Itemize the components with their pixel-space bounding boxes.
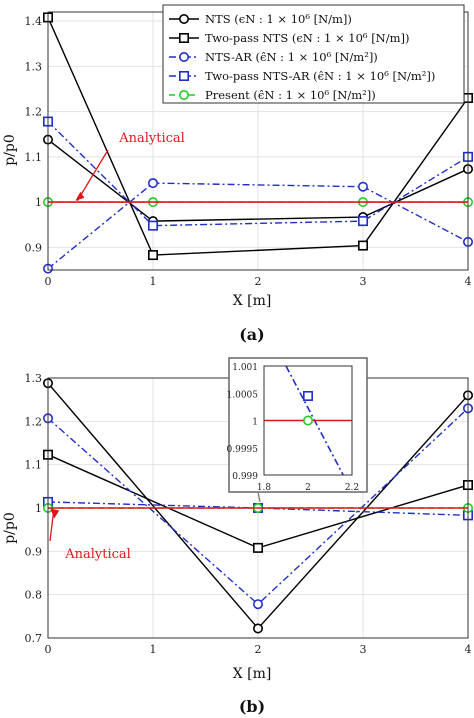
y-tick-label: 1.4 xyxy=(25,15,43,28)
y-tick-label: 0.9 xyxy=(25,545,43,558)
series-3-point xyxy=(357,216,368,227)
series-2-line xyxy=(47,182,469,270)
x-tick-label: 0 xyxy=(45,643,52,656)
y-tick-label: 0.9995 xyxy=(227,445,259,455)
y-tick-label: 1.3 xyxy=(25,60,43,73)
x-tick-label: 3 xyxy=(360,275,367,288)
x-tick-label: 1 xyxy=(150,275,157,288)
y-tick-label: 1 xyxy=(35,196,42,209)
x-tick-label: 1 xyxy=(150,643,157,656)
y-tick-label: 0.7 xyxy=(25,632,43,645)
legend-swatch-marker xyxy=(179,51,190,62)
legend-swatch-marker xyxy=(179,71,190,82)
series-0-point xyxy=(253,623,264,634)
y-tick-label: 1.2 xyxy=(25,106,43,119)
series-1-point xyxy=(302,390,313,401)
series-1-line xyxy=(47,17,469,256)
inset-chart: 1.8 2 2.2 0.999 0.9995 1 1.0005 1.001 xyxy=(227,357,368,503)
panel-b-caption: (b) xyxy=(239,697,265,716)
legend-swatch-marker xyxy=(179,32,190,43)
legend-entry: NTS-AR (ϵ̂N : 1 × 10⁶ [N/m²]) xyxy=(205,50,378,64)
analytical-arrow xyxy=(76,149,109,202)
legend-entry: Two-pass NTS (ϵN : 1 × 10⁶ [N/m]) xyxy=(205,31,410,45)
x-tick-label: 2.2 xyxy=(345,483,359,493)
y-tick-label: 1.1 xyxy=(25,151,43,164)
x-tick-label: 2 xyxy=(255,275,262,288)
x-tick-label: 2 xyxy=(305,483,311,493)
analytical-annotation: Analytical xyxy=(64,547,131,562)
y-tick-label: 1.0005 xyxy=(227,390,259,400)
legend-entry: Present (ϵ̂N : 1 × 10⁶ [N/m²]) xyxy=(205,88,376,102)
y-tick-label: 1.3 xyxy=(25,372,43,385)
x-tick-label: 0 xyxy=(45,275,52,288)
y-tick-label: 0.999 xyxy=(232,472,258,482)
x-tick-label: 3 xyxy=(360,643,367,656)
series-2-point xyxy=(357,181,368,192)
series-3-point xyxy=(302,415,313,426)
series-1-point xyxy=(148,250,159,261)
panel-b-ylabel: p/p0 xyxy=(2,512,18,544)
y-tick-label: 1 xyxy=(35,502,42,515)
analytical-arrowhead xyxy=(50,508,60,519)
legend-entry: Two-pass NTS-AR (ϵ̂N : 1 × 10⁶ [N/m²]) xyxy=(205,69,435,83)
y-tick-label: 0.8 xyxy=(25,589,43,602)
series-2-point xyxy=(148,178,159,189)
panel-a-ylabel: p/p0 xyxy=(2,134,18,166)
series-2-point xyxy=(253,599,264,610)
y-tick-label: 1.001 xyxy=(232,363,258,373)
inset-pointer-line xyxy=(257,491,261,503)
y-tick-label: 1.2 xyxy=(25,415,43,428)
panel-b-xlabel: X [m] xyxy=(233,666,272,682)
plot-frame xyxy=(263,365,353,476)
analytical-annotation: Analytical xyxy=(118,131,185,146)
y-tick-label: 0.9 xyxy=(25,241,43,254)
legend-swatch-marker xyxy=(179,14,190,24)
series-3-point xyxy=(148,220,159,231)
legend-entry: NTS (ϵN : 1 × 10⁶ [N/m]) xyxy=(205,12,352,26)
y-tick-label: 1 xyxy=(252,418,258,428)
series-0-line xyxy=(47,139,469,222)
series-1-point xyxy=(357,240,368,251)
analytical-arrow xyxy=(49,514,54,542)
analytical-arrowhead xyxy=(75,191,85,201)
series-1-point xyxy=(253,542,264,553)
y-tick-label: 1.1 xyxy=(25,459,43,472)
x-tick-label: 4 xyxy=(465,643,472,656)
panel-a-caption: (a) xyxy=(239,325,265,344)
legend: NTS (ϵN : 1 × 10⁶ [N/m]) Two-pass NTS (ϵN… xyxy=(162,4,465,104)
x-tick-label: 4 xyxy=(465,275,472,288)
x-tick-label: 1.8 xyxy=(257,483,272,493)
panel-a-xlabel: X [m] xyxy=(233,293,272,309)
legend-box xyxy=(162,4,465,104)
legend-swatch-marker xyxy=(179,90,190,101)
x-tick-label: 2 xyxy=(255,643,262,656)
